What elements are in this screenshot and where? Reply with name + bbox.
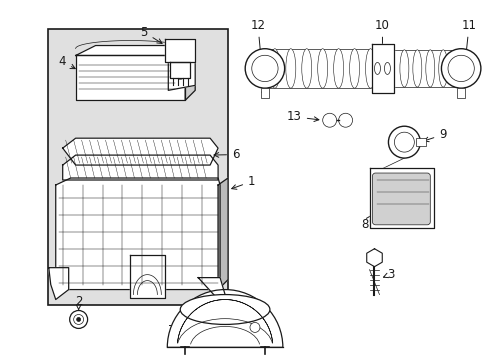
Ellipse shape — [365, 49, 375, 88]
Polygon shape — [170, 62, 190, 78]
Polygon shape — [62, 138, 218, 165]
Circle shape — [394, 132, 413, 152]
Ellipse shape — [269, 49, 279, 88]
Text: 12: 12 — [250, 19, 266, 96]
Bar — [415, 138, 426, 146]
Bar — [261, 88, 268, 98]
Polygon shape — [76, 45, 195, 55]
Polygon shape — [185, 45, 195, 100]
Polygon shape — [218, 178, 227, 289]
Circle shape — [441, 49, 480, 88]
Polygon shape — [62, 155, 218, 180]
Ellipse shape — [425, 50, 434, 87]
Text: 5: 5 — [140, 26, 162, 44]
Text: 8: 8 — [361, 215, 371, 231]
Ellipse shape — [333, 49, 343, 88]
Circle shape — [74, 315, 83, 324]
Polygon shape — [371, 44, 394, 93]
Ellipse shape — [317, 49, 327, 88]
Text: 13: 13 — [286, 110, 318, 123]
Ellipse shape — [374, 62, 380, 75]
Ellipse shape — [412, 50, 421, 87]
Circle shape — [322, 113, 336, 127]
Bar — [48, 28, 227, 305]
Circle shape — [249, 323, 260, 332]
Ellipse shape — [349, 49, 359, 88]
Circle shape — [244, 49, 284, 88]
Polygon shape — [76, 55, 185, 100]
Ellipse shape — [399, 50, 408, 87]
Circle shape — [447, 55, 473, 82]
Wedge shape — [167, 289, 282, 347]
Circle shape — [338, 113, 352, 127]
Circle shape — [77, 318, 81, 321]
Text: 9: 9 — [423, 128, 446, 142]
Ellipse shape — [285, 49, 295, 88]
Ellipse shape — [301, 49, 311, 88]
Text: 1: 1 — [231, 175, 255, 189]
Ellipse shape — [174, 62, 186, 80]
Polygon shape — [366, 249, 382, 267]
Text: 6: 6 — [214, 148, 239, 161]
Polygon shape — [168, 50, 195, 90]
Text: 2: 2 — [75, 294, 82, 310]
Polygon shape — [369, 168, 433, 228]
Circle shape — [69, 310, 87, 328]
Ellipse shape — [451, 50, 460, 87]
Ellipse shape — [180, 294, 269, 324]
Polygon shape — [130, 255, 165, 298]
Text: 10: 10 — [374, 19, 389, 91]
Circle shape — [387, 126, 420, 158]
Text: 3: 3 — [383, 267, 394, 281]
Text: 7: 7 — [168, 324, 181, 339]
Text: 11: 11 — [459, 19, 476, 96]
Ellipse shape — [384, 62, 389, 75]
Text: 4: 4 — [59, 55, 75, 69]
Polygon shape — [198, 278, 224, 302]
Ellipse shape — [438, 50, 447, 87]
Polygon shape — [165, 39, 195, 62]
Polygon shape — [56, 178, 220, 289]
Circle shape — [251, 55, 278, 82]
FancyBboxPatch shape — [372, 173, 429, 225]
Bar — [456, 88, 464, 98]
Polygon shape — [49, 268, 68, 300]
